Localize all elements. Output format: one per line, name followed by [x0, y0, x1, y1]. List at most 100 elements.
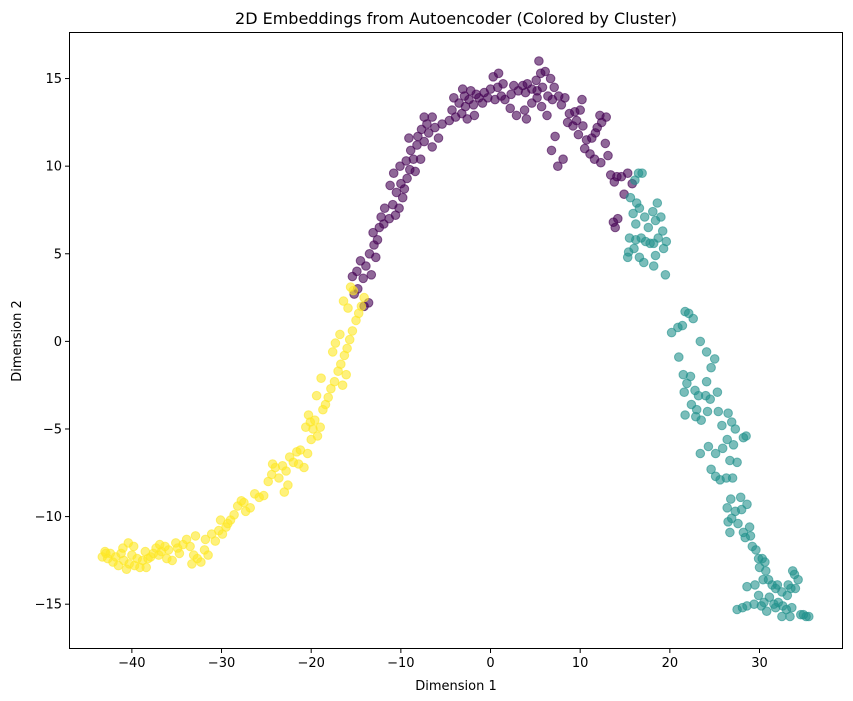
data-point	[628, 208, 638, 219]
data-point	[323, 392, 334, 403]
data-point	[656, 212, 666, 222]
data-point	[200, 534, 211, 545]
data-point	[723, 408, 733, 419]
data-point	[751, 545, 761, 555]
data-point	[750, 580, 760, 590]
data-point	[341, 369, 352, 380]
data-point	[540, 66, 551, 77]
data-point	[679, 387, 690, 398]
data-point	[660, 270, 671, 280]
data-point	[556, 100, 567, 110]
data-point	[335, 329, 345, 340]
data-point	[643, 222, 654, 233]
data-point	[732, 457, 742, 468]
data-point	[575, 105, 586, 115]
data-point	[462, 114, 473, 124]
data-point	[717, 443, 728, 454]
data-point	[466, 86, 476, 96]
data-point	[702, 406, 713, 417]
data-point	[336, 359, 346, 370]
data-point	[302, 448, 313, 459]
data-point	[777, 587, 787, 597]
cluster-1-points	[622, 168, 814, 622]
data-point	[578, 121, 588, 131]
y-tick-label: 0	[54, 335, 62, 350]
data-point	[677, 320, 688, 331]
data-point	[722, 434, 733, 445]
cluster-2-points	[97, 282, 369, 575]
data-point	[498, 79, 508, 89]
data-point	[723, 517, 733, 527]
data-point	[785, 611, 795, 622]
data-point	[710, 448, 721, 459]
data-point	[330, 338, 341, 348]
data-point	[327, 347, 338, 357]
data-point	[337, 380, 348, 391]
x-tick-label: −20	[297, 656, 324, 671]
data-point	[187, 559, 197, 569]
data-point	[573, 129, 584, 140]
data-point	[595, 110, 605, 121]
y-tick-label: −15	[35, 598, 62, 613]
data-point	[505, 103, 516, 114]
data-point	[631, 219, 641, 229]
data-point	[705, 394, 716, 405]
data-point	[258, 490, 269, 501]
data-point	[396, 178, 406, 189]
data-point	[549, 82, 560, 93]
data-point	[310, 415, 320, 426]
data-point	[753, 590, 764, 601]
data-point	[366, 270, 377, 280]
data-point	[355, 256, 366, 266]
y-tick-label: 15	[45, 72, 62, 87]
data-point	[301, 422, 311, 433]
x-tick-label: −30	[208, 656, 235, 671]
data-point	[726, 494, 736, 504]
data-point	[740, 532, 751, 543]
data-point	[379, 203, 390, 213]
y-tick-label: −5	[43, 422, 62, 437]
data-point	[735, 492, 746, 503]
x-tick-label: 0	[486, 656, 494, 671]
data-point	[680, 410, 690, 420]
data-point	[609, 177, 620, 187]
data-point	[427, 112, 438, 122]
data-point	[701, 347, 712, 357]
data-point	[172, 543, 183, 553]
data-point	[712, 387, 723, 398]
data-point	[798, 609, 809, 620]
data-point	[742, 499, 752, 510]
data-point	[758, 574, 768, 585]
data-point	[727, 473, 738, 483]
data-point	[521, 114, 532, 124]
data-point	[600, 138, 611, 149]
data-point	[274, 473, 284, 483]
data-point	[123, 538, 134, 548]
data-point	[733, 518, 743, 529]
data-point	[648, 261, 659, 271]
data-point	[154, 539, 165, 550]
data-point	[622, 252, 633, 263]
data-point	[391, 187, 402, 198]
data-point	[311, 390, 322, 401]
data-point	[359, 292, 369, 303]
data-point	[345, 282, 356, 292]
cluster-0-points	[347, 56, 638, 312]
data-point	[624, 233, 635, 243]
data-point	[783, 580, 794, 590]
data-point	[596, 157, 606, 168]
data-point	[419, 112, 430, 122]
data-point	[625, 192, 636, 203]
data-point	[493, 68, 504, 79]
y-axis-label: Dimension 2	[10, 300, 25, 382]
y-tick-label: 10	[45, 160, 62, 175]
chart-title: 2D Embeddings from Autoencoder (Colored …	[235, 9, 677, 28]
data-point	[730, 424, 741, 434]
data-point	[141, 562, 151, 573]
data-point	[577, 94, 587, 105]
data-point	[777, 611, 787, 622]
data-point	[427, 142, 438, 152]
data-point	[163, 545, 174, 555]
data-point	[637, 168, 647, 178]
data-point	[371, 252, 381, 263]
